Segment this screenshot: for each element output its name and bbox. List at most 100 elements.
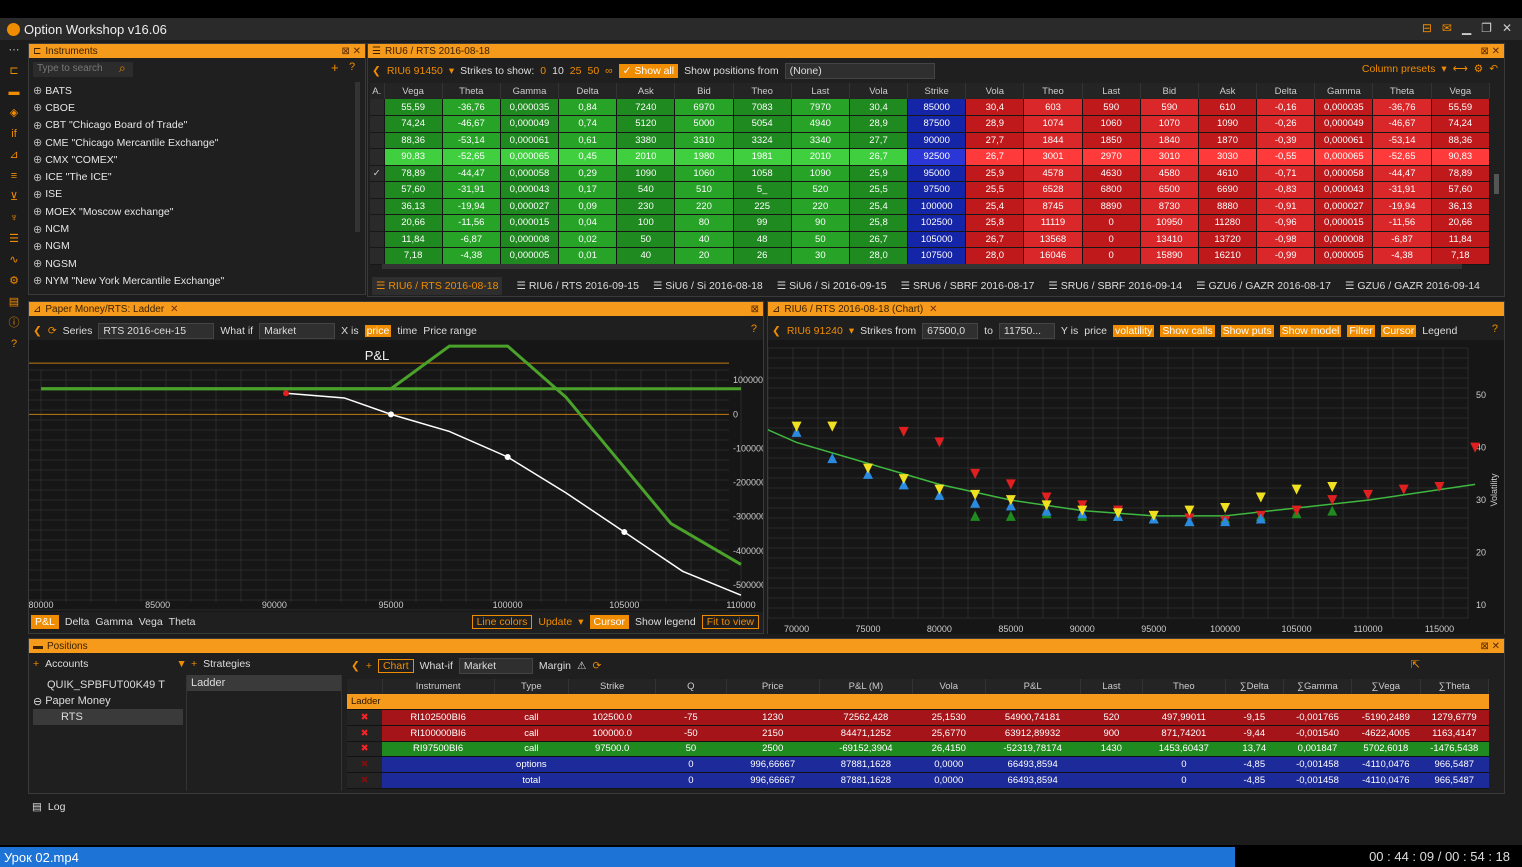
back-icon[interactable]: ❮ [372, 65, 381, 77]
instrument-item[interactable]: ⊕ NGSM [33, 255, 353, 272]
column-header[interactable]: Vola [849, 83, 909, 99]
call-cell[interactable]: 26,7 [849, 231, 909, 248]
y-volatility-button[interactable]: volatility [1113, 325, 1155, 337]
call-cell[interactable]: 3380 [616, 132, 676, 149]
call-cell[interactable]: 540 [616, 181, 676, 199]
instrument-item[interactable]: ⊕ CMX "COMEX" [33, 151, 353, 168]
filter-button[interactable]: Filter [1347, 325, 1375, 337]
board-tab[interactable]: ☰ GZU6 / GAZR 2016-09-14 [1345, 280, 1480, 292]
column-header[interactable]: Price [726, 679, 820, 694]
put-cell[interactable]: 16046 [1023, 247, 1083, 265]
put-cell[interactable]: 0,000049 [1314, 115, 1374, 133]
y-price-button[interactable]: price [1084, 325, 1108, 337]
call-cell[interactable]: 3310 [674, 132, 734, 149]
put-cell[interactable]: -0,71 [1256, 165, 1316, 182]
tab-theta[interactable]: Theta [168, 616, 196, 628]
put-cell[interactable]: -0,39 [1256, 132, 1316, 149]
call-cell[interactable]: 88,36 [384, 132, 443, 149]
column-header[interactable]: Last [791, 83, 850, 99]
strikes-from-input[interactable]: 67500,0 [922, 323, 979, 339]
call-cell[interactable]: 0,17 [558, 181, 618, 199]
put-cell[interactable]: 6690 [1198, 181, 1258, 199]
tab-vega[interactable]: Vega [138, 616, 163, 628]
call-cell[interactable]: 30 [791, 247, 850, 265]
put-cell[interactable]: 88,36 [1431, 132, 1491, 149]
column-header[interactable]: Q [655, 679, 727, 694]
put-cell[interactable]: -31,91 [1372, 181, 1432, 199]
put-cell[interactable]: -4,38 [1372, 247, 1432, 265]
call-cell[interactable]: 40 [674, 231, 734, 248]
call-cell[interactable]: 1090 [616, 165, 676, 182]
call-cell[interactable]: 0,000005 [500, 247, 560, 265]
call-cell[interactable]: 3340 [791, 132, 850, 149]
call-cell[interactable]: 25,4 [849, 198, 909, 215]
column-header[interactable]: Vega [1431, 83, 1491, 99]
remove-position-icon[interactable]: ✖ [360, 712, 369, 724]
put-cell[interactable]: 25,5 [965, 181, 1025, 199]
column-header[interactable]: ∑Vega [1351, 679, 1421, 694]
column-header[interactable]: ∑Theta [1420, 679, 1490, 694]
put-cell[interactable]: 25,9 [965, 165, 1025, 182]
put-cell[interactable]: 0,000058 [1314, 165, 1374, 182]
board-row[interactable]: 20,66 -11,56 0,000015 0,04 100 80 99 90 25,8 1025… [370, 214, 1491, 232]
call-cell[interactable]: 0,000008 [500, 231, 560, 248]
call-cell[interactable]: 20 [674, 247, 734, 265]
back-icon[interactable]: ❮ [351, 660, 360, 672]
column-header[interactable] [347, 679, 383, 694]
expand-icon[interactable]: ⟷ [1452, 63, 1468, 75]
position-row[interactable]: ✖ RI97500BI6 call 97500.0 50 2500 -69152,3904 2… [347, 741, 1489, 758]
remove-position-icon[interactable]: ✖ [360, 743, 369, 755]
put-cell[interactable]: 1844 [1023, 132, 1083, 149]
put-cell[interactable]: 55,59 [1431, 99, 1491, 116]
board-vscrollbar[interactable] [1494, 174, 1499, 194]
put-cell[interactable]: 30,4 [965, 99, 1025, 116]
column-header[interactable]: Theo [1142, 679, 1226, 694]
call-cell[interactable]: 27,7 [849, 132, 909, 149]
market-select[interactable]: Market [458, 658, 533, 674]
board-tab[interactable]: ☰ SRU6 / SBRF 2016-09-14 [1048, 280, 1182, 292]
put-cell[interactable]: 0 [1082, 231, 1141, 248]
call-cell[interactable]: 28,0 [849, 247, 909, 265]
put-cell[interactable]: -46,67 [1372, 115, 1432, 133]
expand-icon[interactable]: ⊕ [33, 275, 43, 288]
call-cell[interactable]: 5_ [733, 181, 792, 199]
search-input[interactable]: Type to search [33, 62, 133, 77]
series-select[interactable]: RTS 2016-сен-15 [98, 323, 215, 339]
call-cell[interactable]: 36,13 [384, 198, 443, 215]
put-cell[interactable]: 603 [1023, 99, 1083, 116]
call-cell[interactable]: 20,66 [384, 214, 443, 232]
call-cell[interactable]: 0,000058 [500, 165, 560, 182]
call-cell[interactable]: 1090 [791, 165, 850, 182]
column-header[interactable]: Bid [1140, 83, 1199, 99]
call-cell[interactable]: 55,59 [384, 99, 443, 116]
board-row[interactable]: ✓ 78,89 -44,47 0,000058 0,29 1090 1060 1058 1090… [370, 165, 1491, 182]
call-cell[interactable]: 0,04 [558, 214, 618, 232]
expand-icon[interactable]: ⊕ [33, 223, 43, 236]
expand-icon[interactable]: ⊕ [33, 258, 43, 271]
x-time-button[interactable]: time [397, 325, 418, 337]
board-tab[interactable]: ☰ RIU6 / RTS 2016-08-18 [372, 277, 503, 295]
expand-icon[interactable]: ⊕ [33, 171, 43, 184]
account-item[interactable]: QUIK_SPBFUT00K49 T [33, 677, 183, 693]
call-cell[interactable]: 2010 [616, 148, 676, 166]
expand-icon[interactable]: ⊕ [33, 137, 43, 150]
x-price-button[interactable]: price [364, 325, 392, 337]
call-cell[interactable]: 0,000061 [500, 132, 560, 149]
put-cell[interactable]: -44,47 [1372, 165, 1432, 182]
account-item-selected[interactable]: RTS [33, 709, 183, 725]
put-cell[interactable]: 8730 [1140, 198, 1199, 215]
call-cell[interactable]: 25,5 [849, 181, 909, 199]
put-cell[interactable]: 2970 [1082, 148, 1141, 166]
put-cell[interactable]: 90,83 [1431, 148, 1491, 166]
board-row[interactable]: 55,59 -36,76 0,000035 0,84 7240 6970 7083 7970 3… [370, 99, 1491, 116]
put-cell[interactable]: -0,98 [1256, 231, 1316, 248]
put-cell[interactable]: 1090 [1198, 115, 1258, 133]
instrument-item[interactable]: ⊕ NYM "New York Mercantile Exchange" [33, 272, 353, 289]
call-cell[interactable]: 74,24 [384, 115, 443, 133]
call-cell[interactable]: 4940 [791, 115, 850, 133]
strategy-item[interactable]: Ladder [187, 675, 341, 691]
put-cell[interactable]: 3001 [1023, 148, 1083, 166]
put-cell[interactable]: 15890 [1140, 247, 1199, 265]
put-cell[interactable]: 25,8 [965, 214, 1025, 232]
positions-from-select[interactable]: (None) [784, 63, 935, 79]
